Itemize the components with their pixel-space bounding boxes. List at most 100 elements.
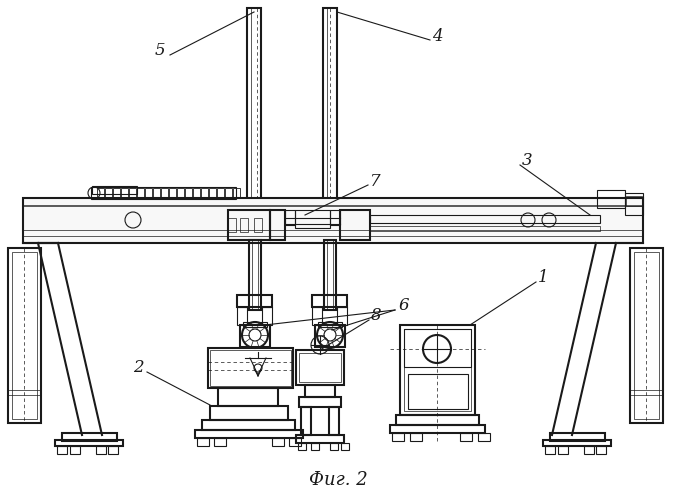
Bar: [208, 348, 293, 388]
Bar: [237, 295, 272, 307]
Bar: [270, 210, 285, 240]
Bar: [225, 188, 232, 198]
Bar: [305, 385, 335, 397]
Bar: [318, 322, 342, 327]
Bar: [97, 188, 104, 198]
Bar: [240, 325, 270, 347]
Bar: [121, 188, 128, 198]
Bar: [12, 252, 37, 419]
Bar: [299, 353, 341, 382]
Bar: [217, 188, 224, 198]
Bar: [92, 186, 137, 194]
Bar: [272, 438, 284, 446]
Text: 6: 6: [399, 297, 409, 314]
Bar: [210, 406, 288, 420]
Bar: [341, 443, 349, 450]
Bar: [298, 443, 306, 450]
Bar: [400, 325, 475, 415]
Bar: [296, 350, 344, 385]
Bar: [392, 433, 404, 441]
Bar: [254, 218, 262, 232]
Bar: [62, 433, 117, 441]
Bar: [201, 188, 208, 198]
Bar: [626, 196, 642, 206]
Bar: [113, 188, 120, 198]
Bar: [329, 407, 339, 435]
Bar: [370, 226, 600, 231]
Bar: [323, 8, 337, 213]
Bar: [558, 446, 568, 454]
Text: 3: 3: [522, 152, 532, 169]
Bar: [214, 438, 226, 446]
Bar: [370, 215, 600, 223]
Bar: [285, 210, 295, 225]
Bar: [299, 397, 341, 407]
Bar: [625, 193, 643, 215]
Bar: [177, 188, 184, 198]
Bar: [23, 236, 643, 243]
Bar: [243, 322, 267, 327]
Bar: [145, 188, 152, 198]
Bar: [396, 415, 479, 425]
Bar: [596, 446, 606, 454]
Bar: [634, 252, 659, 419]
Bar: [57, 446, 67, 454]
Bar: [630, 248, 663, 423]
Bar: [240, 218, 248, 232]
Bar: [408, 374, 468, 409]
Bar: [70, 446, 80, 454]
Text: Фиг. 2: Фиг. 2: [309, 471, 367, 489]
Bar: [153, 188, 160, 198]
Bar: [289, 438, 301, 446]
Text: 1: 1: [537, 269, 548, 286]
Bar: [545, 446, 555, 454]
Bar: [195, 430, 303, 438]
Bar: [330, 443, 338, 450]
Bar: [55, 440, 123, 446]
Bar: [91, 187, 236, 199]
Bar: [460, 433, 472, 441]
Bar: [312, 295, 347, 307]
Bar: [228, 218, 236, 232]
Bar: [550, 433, 605, 441]
Bar: [597, 190, 625, 208]
Bar: [543, 440, 611, 446]
Bar: [249, 240, 261, 310]
Bar: [327, 8, 337, 213]
Bar: [404, 329, 471, 411]
Bar: [324, 240, 336, 310]
Text: 7: 7: [370, 173, 381, 190]
Bar: [169, 188, 176, 198]
Bar: [209, 188, 216, 198]
Bar: [129, 188, 136, 198]
Bar: [161, 188, 168, 198]
Bar: [237, 307, 247, 325]
Bar: [340, 210, 370, 240]
Bar: [23, 198, 643, 206]
Bar: [210, 350, 291, 386]
Bar: [404, 329, 471, 367]
Bar: [327, 240, 333, 310]
Bar: [197, 438, 209, 446]
Bar: [390, 425, 485, 433]
Bar: [137, 188, 144, 198]
Bar: [108, 446, 118, 454]
Bar: [315, 325, 345, 347]
Bar: [233, 188, 240, 198]
Bar: [584, 446, 594, 454]
Bar: [312, 307, 322, 325]
Bar: [252, 240, 258, 310]
Text: 4: 4: [432, 27, 442, 44]
Bar: [410, 433, 422, 441]
Text: 2: 2: [132, 359, 143, 377]
Bar: [185, 188, 192, 198]
Bar: [330, 210, 340, 225]
Bar: [218, 388, 278, 406]
Bar: [96, 446, 106, 454]
Bar: [262, 307, 272, 325]
Bar: [301, 407, 311, 435]
Text: 8: 8: [370, 307, 381, 324]
Bar: [105, 188, 112, 198]
Bar: [478, 433, 490, 441]
Bar: [296, 435, 344, 443]
